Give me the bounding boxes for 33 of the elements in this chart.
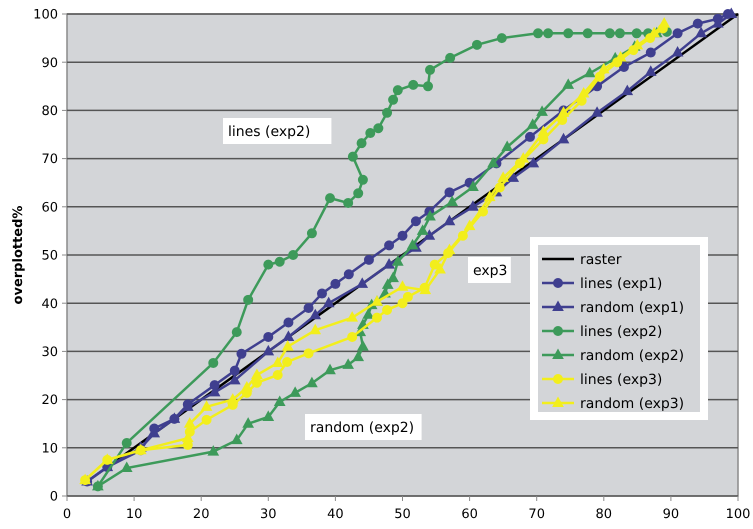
x-tick-label: 30 [260,507,277,522]
x-tick-label: 10 [126,507,142,522]
x-tick-label: 100 [726,507,750,522]
legend-label: random (exp1) [580,300,684,316]
x-tick-label: 70 [528,507,545,522]
legend-label: lines (exp1) [580,276,662,292]
y-tick-label: 30 [41,344,58,360]
y-tick-label: 100 [33,8,58,23]
y-tick-label: 70 [41,152,58,168]
y-tick-label: 80 [41,104,58,119]
x-tick-label: 40 [327,507,344,522]
x-tick-label: 20 [192,507,210,522]
x-tick-label: 90 [662,507,680,522]
y-tick-label: 90 [41,56,58,71]
legend-label: lines (exp2) [580,324,662,340]
y-tick-label: 60 [41,200,58,216]
legend-label: raster [580,252,622,268]
legend-label: lines (exp3) [580,372,662,388]
x-tick-label: 50 [394,507,411,522]
x-tick-label: 60 [461,507,478,522]
y-tick-label: 50 [41,248,58,264]
y-axis-title: overplotted% [11,206,26,304]
y-tick-label: 10 [41,441,58,456]
annotation: random (exp2) [310,420,414,436]
annotation: exp3 [473,262,508,279]
x-tick-label: 80 [596,507,612,522]
legend-label: random (exp2) [580,348,684,364]
annotation: lines (exp2) [228,124,310,140]
legend-label: random (exp3) [580,396,684,412]
y-tick-label: 20 [41,393,58,408]
y-tick-label: 40 [41,296,58,312]
x-tick-label: 0 [62,507,72,522]
y-tick-label: 0 [50,490,58,505]
